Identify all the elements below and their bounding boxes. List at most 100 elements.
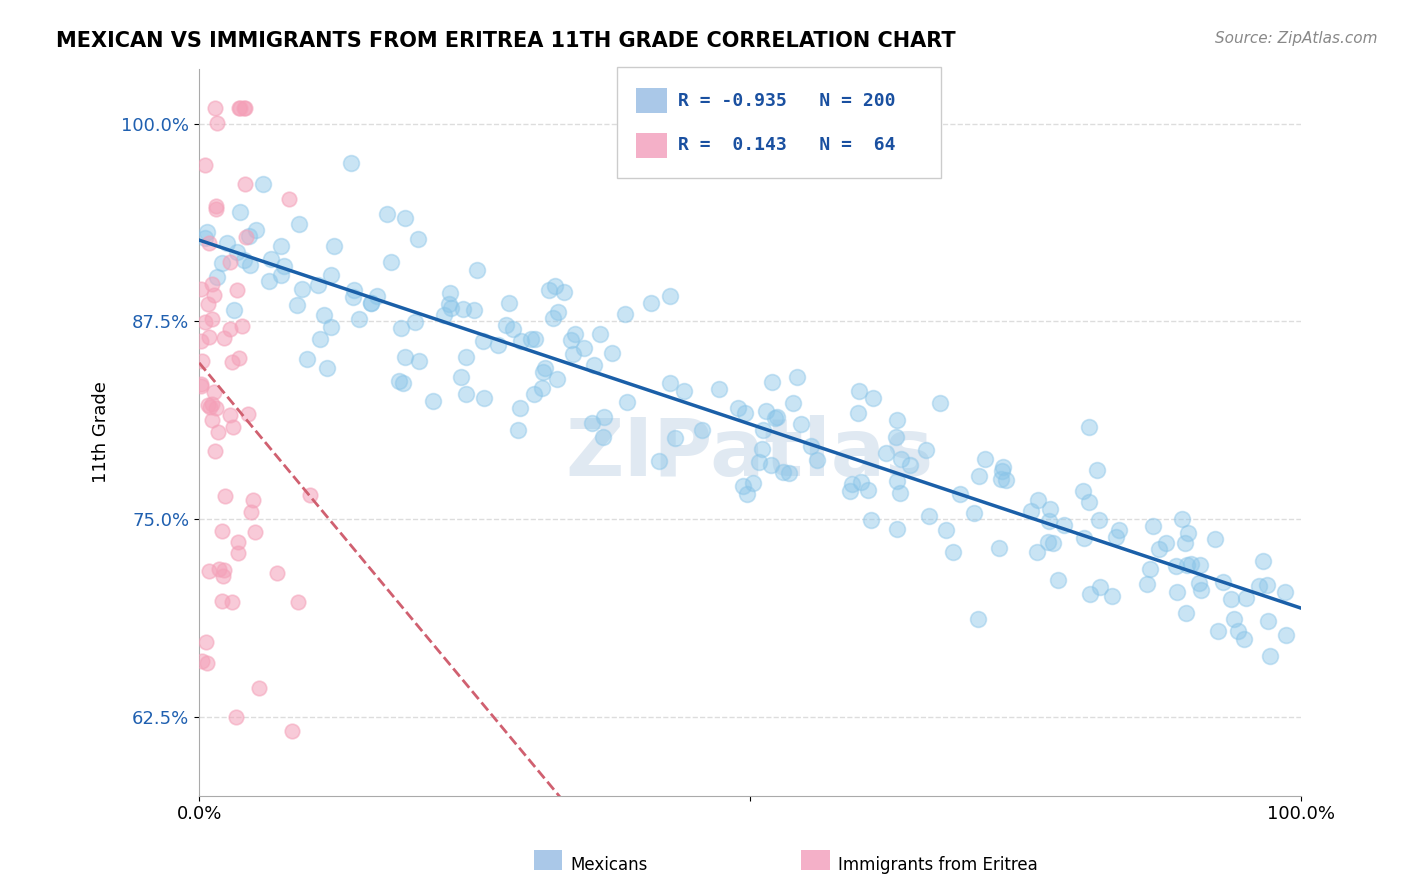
Point [1188,576,1211,591]
Point [889,485,911,500]
Point [886,475,908,489]
Point [247,681,270,695]
Point [751,442,773,457]
Text: R = -0.935   N = 200: R = -0.935 N = 200 [678,92,896,110]
Point [1275,628,1298,642]
Point [226,245,249,260]
Point [285,298,308,312]
Point [1226,624,1249,638]
Point [204,202,226,217]
Point [1026,492,1049,507]
Point [800,440,823,454]
Point [270,268,292,283]
Point [967,469,990,483]
Point [523,332,546,346]
Point [915,443,938,458]
Point [690,424,713,438]
Point [291,282,314,296]
Point [648,454,671,468]
Point [347,312,370,326]
Point [207,270,229,285]
Point [440,301,463,316]
Point [321,320,343,334]
Point [472,392,495,406]
Point [727,401,749,415]
Point [197,398,219,412]
Text: ZIPatlas: ZIPatlas [565,415,934,493]
Y-axis label: 11th Grade: 11th Grade [93,381,110,483]
Point [360,296,382,310]
Point [273,260,295,274]
Point [640,296,662,310]
Point [205,116,228,130]
Point [1087,463,1109,477]
Text: R =  0.143   N =  64: R = 0.143 N = 64 [678,136,896,154]
Point [190,378,212,392]
Point [439,286,461,301]
Point [886,413,908,427]
Point [848,384,870,398]
Point [197,236,219,251]
Point [1175,606,1198,620]
Point [761,375,783,389]
Point [898,458,921,472]
Point [572,341,595,355]
Point [534,360,557,375]
Point [1047,573,1070,587]
Point [1212,574,1234,589]
Point [942,545,965,559]
Point [322,239,344,253]
Point [233,101,256,115]
Point [281,724,304,739]
Point [232,101,254,115]
Point [1077,495,1099,509]
Point [221,595,243,609]
Point [1171,511,1194,525]
Point [564,327,586,342]
Point [450,370,472,384]
Point [962,507,984,521]
Point [472,334,495,349]
Point [918,509,941,524]
Point [229,205,252,219]
Point [454,351,477,365]
Point [991,460,1014,475]
Point [544,278,567,293]
Point [204,101,226,115]
Point [673,384,696,398]
Point [614,307,637,321]
Point [1078,420,1101,434]
Point [772,465,794,479]
Point [1108,523,1130,537]
Point [734,406,756,420]
Point [242,493,264,508]
Point [245,222,267,236]
Point [207,561,229,575]
Point [240,505,263,519]
Point [664,431,686,445]
Point [339,155,361,169]
Point [560,333,582,347]
Point [659,376,682,391]
Point [218,321,240,335]
Point [465,262,488,277]
Point [375,207,398,221]
Point [408,354,430,368]
Point [553,285,575,299]
Point [1233,632,1256,647]
Point [252,178,274,192]
Point [190,282,212,296]
Point [1258,648,1281,663]
Point [1220,591,1243,606]
Point [287,595,309,609]
Point [1038,535,1060,549]
Point [519,332,541,346]
Point [1038,514,1060,528]
Point [561,347,583,361]
Point [235,230,257,244]
Point [266,566,288,581]
Point [748,455,770,469]
Point [233,178,256,192]
Point [616,395,638,409]
Point [841,477,863,491]
